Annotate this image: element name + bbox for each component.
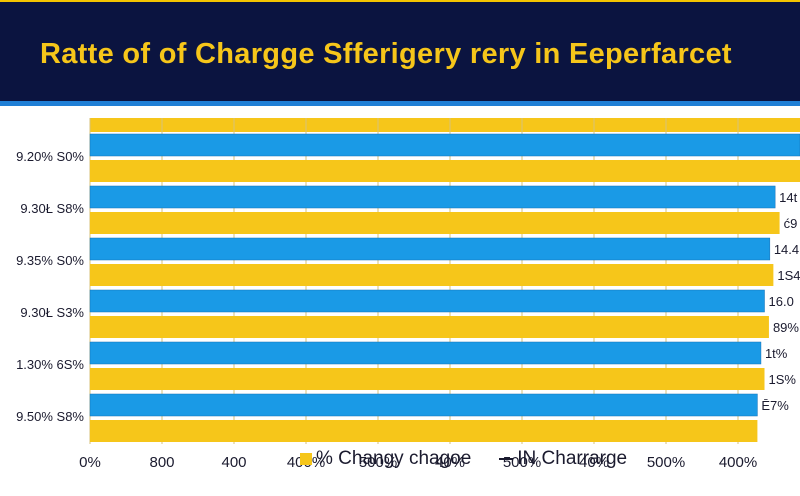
bar-yellow bbox=[90, 420, 758, 442]
legend-swatch-line bbox=[499, 458, 514, 460]
x-tick-label: 400 bbox=[221, 454, 246, 471]
x-tick-label: 500% bbox=[647, 454, 685, 471]
data-label-blue: 16.0 bbox=[769, 294, 794, 309]
x-tick-label: 0% bbox=[79, 454, 101, 471]
bar-yellow bbox=[90, 212, 780, 234]
data-label-yellow: 89% bbox=[773, 320, 799, 335]
legend-swatch-yellow bbox=[300, 453, 312, 465]
x-tick-label: 500% bbox=[359, 454, 397, 471]
x-tick-label: 40% bbox=[435, 454, 465, 471]
bar-yellow bbox=[90, 316, 769, 338]
category-label: 1.30% 6S% bbox=[16, 357, 84, 372]
category-label: 9.35% S0% bbox=[16, 253, 84, 268]
data-label-blue: 14t bbox=[779, 190, 797, 205]
category-label: 9.20% S0% bbox=[16, 149, 84, 164]
legend-item-blue: IN Charrarge bbox=[499, 448, 627, 470]
data-label-blue: Ē7% bbox=[761, 398, 789, 413]
bar-blue bbox=[89, 341, 762, 365]
data-label-blue: 14.4 bbox=[774, 242, 799, 257]
data-label-blue: 1t% bbox=[765, 346, 788, 361]
legend-label-yellow: % Changy chagoe bbox=[316, 448, 472, 469]
category-label: 9.50% S8% bbox=[16, 409, 84, 424]
bar-blue bbox=[89, 289, 765, 313]
x-tick-label: 40% bbox=[579, 454, 609, 471]
legend-item-yellow: % Changy chagoe bbox=[300, 448, 471, 470]
bar-blue bbox=[89, 237, 771, 261]
legend: % Changy chagoe IN Charrarge bbox=[300, 448, 627, 470]
legend-label-blue: IN Charrarge bbox=[517, 448, 628, 469]
bar-blue bbox=[89, 185, 776, 209]
x-tick-label: 800 bbox=[149, 454, 174, 471]
bar-blue bbox=[89, 393, 758, 417]
bar-yellow bbox=[90, 160, 800, 182]
bar-yellow bbox=[90, 264, 774, 286]
data-label-yellow: 1S% bbox=[769, 372, 797, 387]
category-label: 9.30Ł S8% bbox=[20, 201, 84, 216]
bar-blue bbox=[89, 133, 800, 157]
data-label-yellow: 1S4 bbox=[777, 268, 800, 283]
plot-top-stripe bbox=[90, 118, 800, 132]
data-label-yellow: ć9 bbox=[784, 216, 798, 231]
title-band: Ratte of of Chargge Sfferigery rery in E… bbox=[0, 0, 800, 106]
bar-yellow bbox=[90, 368, 765, 390]
category-label: 9.30Ł S3% bbox=[20, 305, 84, 320]
chart-title: Ratte of of Chargge Sfferigery rery in E… bbox=[40, 38, 732, 70]
x-tick-label: 400% bbox=[719, 454, 757, 471]
